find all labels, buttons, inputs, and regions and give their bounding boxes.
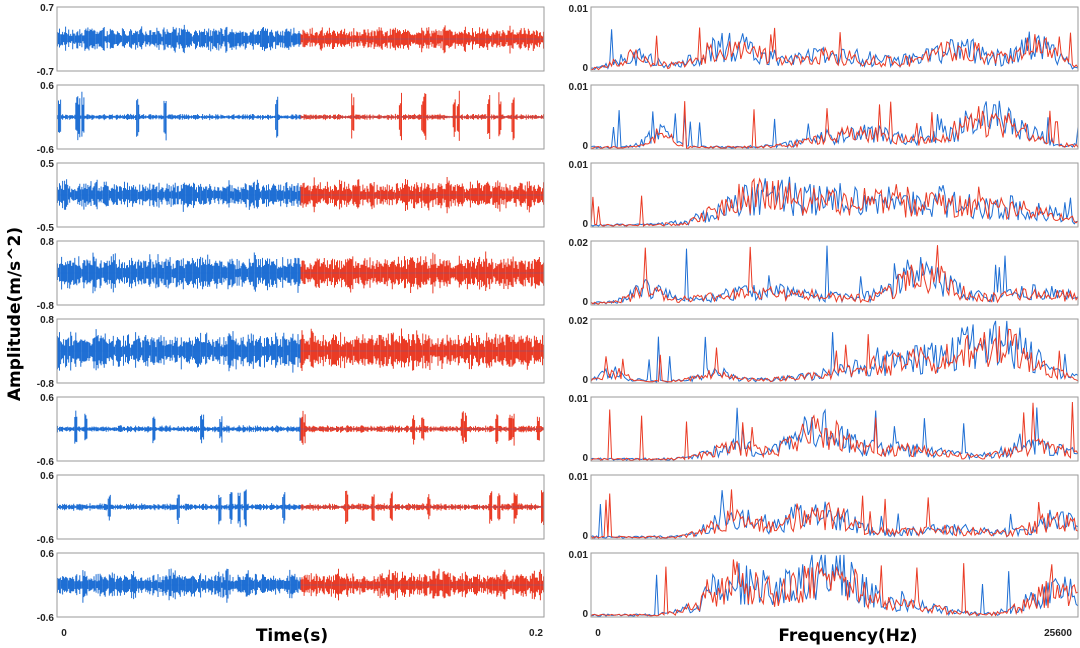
freq-ytick-zero-1: 0 — [582, 63, 588, 74]
freq-ytick-zero-2: 0 — [582, 141, 588, 152]
time-ytick-max-1: 0.7 — [40, 3, 54, 14]
freq-ytick-max-4: 0.02 — [569, 238, 589, 249]
time-ytick-max-5: 0.8 — [40, 315, 54, 326]
subplot-grid: 0.7 -0.7 0.01 0 0.6 -0.6 0.01 0 0.5 -0.5 0.01 0 0.8 -… — [37, 3, 1079, 624]
spectrum-second-half-5 — [590, 326, 1079, 383]
freq-xtick-0: 0 — [595, 628, 601, 639]
time-signal-first-half-2 — [57, 91, 301, 141]
time-ytick-min-6: -0.6 — [37, 457, 55, 468]
time-ytick-min-4: -0.8 — [37, 301, 55, 312]
time-panel-4 — [56, 240, 545, 306]
spectrum-first-half-4 — [590, 245, 1079, 305]
time-ytick-min-8: -0.6 — [37, 613, 55, 624]
time-ytick-max-3: 0.5 — [40, 159, 54, 170]
row-2: 0.6 -0.6 0.01 0 — [37, 81, 1079, 156]
time-panel-2 — [56, 84, 545, 150]
time-signal-second-half-2 — [300, 90, 544, 141]
freq-ytick-zero-3: 0 — [582, 219, 588, 230]
y-axis-title: Amplitude(m/s^2) — [5, 227, 25, 401]
freq-ytick-max-2: 0.01 — [569, 82, 589, 93]
freq-panel-3 — [590, 162, 1079, 228]
spectrum-first-half-5 — [590, 320, 1079, 383]
time-signal-second-half-8 — [300, 568, 544, 601]
time-signal-first-half-6 — [57, 410, 301, 444]
freq-ytick-max-5: 0.02 — [569, 316, 589, 327]
spectrum-first-half-3 — [590, 176, 1079, 227]
freq-ytick-zero-6: 0 — [582, 453, 588, 464]
freq-panel-4 — [590, 240, 1079, 306]
time-ytick-min-5: -0.8 — [37, 379, 55, 390]
row-6: 0.6 -0.6 0.01 0 — [37, 393, 1079, 468]
spectrum-second-half-4 — [590, 245, 1079, 305]
freq-panel-6 — [590, 396, 1079, 462]
freq-ytick-max-8: 0.01 — [569, 550, 589, 561]
freq-ytick-zero-8: 0 — [582, 609, 588, 620]
time-ytick-max-8: 0.6 — [40, 549, 54, 560]
spectrum-second-half-6 — [590, 401, 1079, 461]
freq-xtick-end: 25600 — [1044, 628, 1072, 639]
time-ytick-max-4: 0.8 — [40, 237, 54, 248]
spectrum-second-half-2 — [591, 101, 1079, 149]
spectrum-second-half-7 — [590, 489, 1079, 539]
freq-panel-5 — [590, 318, 1079, 384]
frequency-axis-title: Frequency(Hz) — [778, 626, 917, 646]
spectrum-first-half-7 — [590, 490, 1079, 539]
time-signal-second-half-6 — [300, 410, 544, 446]
spectrum-first-half-1 — [590, 29, 1079, 71]
spectrum-second-half-1 — [590, 27, 1079, 71]
time-signal-second-half-1 — [300, 25, 544, 54]
freq-ytick-max-3: 0.01 — [569, 160, 589, 171]
time-panel-3 — [56, 162, 545, 228]
time-panel-7 — [56, 474, 545, 540]
spectrum-first-half-6 — [590, 407, 1079, 462]
freq-panel-8 — [590, 552, 1079, 618]
row-3: 0.5 -0.5 0.01 0 — [37, 159, 1079, 234]
freq-ytick-max-7: 0.01 — [569, 472, 589, 483]
time-axis-title: Time(s) — [256, 626, 328, 646]
time-signal-second-half-7 — [300, 490, 544, 525]
time-signal-first-half-8 — [57, 568, 301, 603]
spectrum-second-half-3 — [590, 177, 1079, 227]
time-signal-second-half-5 — [300, 328, 544, 371]
freq-panel-2 — [590, 84, 1079, 150]
row-4: 0.8 -0.8 0.02 0 — [37, 237, 1079, 312]
spectrum-second-half-8 — [590, 559, 1079, 617]
freq-ytick-zero-7: 0 — [582, 531, 588, 542]
freq-ytick-max-6: 0.01 — [569, 394, 589, 405]
freq-ytick-zero-5: 0 — [582, 375, 588, 386]
freq-ytick-zero-4: 0 — [582, 297, 588, 308]
time-xtick-end: 0.2 — [529, 628, 543, 639]
time-ytick-min-1: -0.7 — [37, 67, 55, 78]
freq-panel-1 — [590, 6, 1079, 72]
time-ytick-max-2: 0.6 — [40, 81, 54, 92]
row-1: 0.7 -0.7 0.01 0 — [37, 3, 1079, 78]
time-ytick-min-7: -0.6 — [37, 535, 55, 546]
time-signal-second-half-4 — [300, 251, 544, 294]
time-ytick-min-3: -0.5 — [37, 223, 55, 234]
time-panel-6 — [56, 396, 545, 462]
time-panel-5 — [56, 318, 545, 384]
time-panel-8 — [56, 552, 545, 618]
time-signal-first-half-7 — [57, 489, 301, 528]
time-signal-first-half-3 — [57, 179, 301, 212]
freq-ytick-max-1: 0.01 — [569, 4, 589, 15]
row-5: 0.8 -0.8 0.02 0 — [37, 315, 1079, 390]
time-ytick-max-7: 0.6 — [40, 471, 54, 482]
time-ytick-max-6: 0.6 — [40, 393, 54, 404]
time-ytick-min-2: -0.6 — [37, 145, 55, 156]
time-panel-1 — [56, 6, 545, 72]
spectrum-first-half-2 — [590, 100, 1079, 149]
freq-panel-7 — [590, 474, 1079, 540]
row-7: 0.6 -0.6 0.01 0 — [37, 471, 1079, 546]
time-xtick-0: 0 — [61, 628, 67, 639]
row-8: 0.6 -0.6 0.01 0 — [37, 549, 1079, 624]
